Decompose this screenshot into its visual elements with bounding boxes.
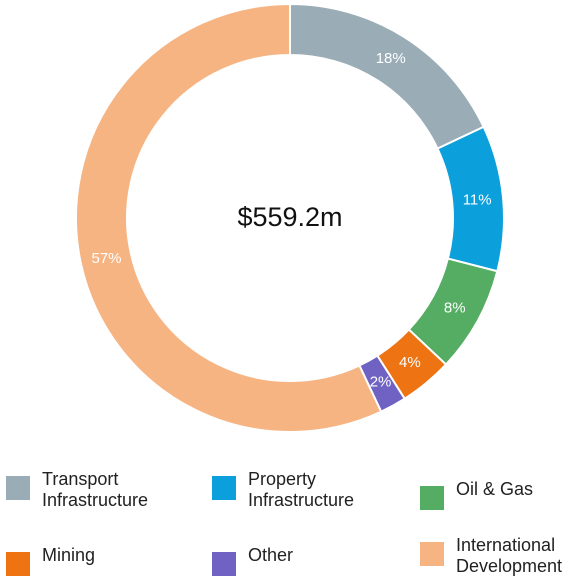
donut-slice <box>289 2 485 150</box>
legend-label: Other <box>248 545 294 565</box>
donut-chart: 18% 11% 8% 4% 2% 57% $559.2m <box>75 2 505 433</box>
legend-item-other: Other <box>212 545 293 576</box>
legend-item-mining: Mining <box>6 545 95 576</box>
legend-swatch <box>212 476 236 500</box>
legend-swatch <box>6 476 30 500</box>
slice-percent-label: 4% <box>399 354 421 371</box>
donut-slices <box>75 2 505 433</box>
donut-slice <box>75 2 383 433</box>
legend-swatch <box>212 552 236 576</box>
slice-labels: 18% 11% 8% 4% 2% 57% <box>92 50 492 390</box>
legend-label: Oil & Gas <box>456 479 534 499</box>
center-total-label: $559.2m <box>237 202 342 232</box>
chart-legend: Transport Infrastructure Property Infras… <box>0 455 580 579</box>
legend-swatch <box>420 486 444 510</box>
slice-percent-label: 11% <box>463 191 492 208</box>
legend-swatch <box>420 542 444 566</box>
slice-percent-label: 2% <box>370 374 392 391</box>
slice-percent-label: 18% <box>376 50 406 67</box>
legend-swatch <box>6 552 30 576</box>
slice-percent-label: 57% <box>92 250 122 267</box>
legend-label: Property Infrastructure <box>248 469 355 510</box>
legend-label: International Development <box>456 535 563 576</box>
legend-item-property-infrastructure: Property Infrastructure <box>212 469 354 511</box>
slice-percent-label: 8% <box>444 300 466 317</box>
legend-label: Mining <box>42 545 96 565</box>
legend-item-oil-gas: Oil & Gas <box>420 479 533 510</box>
legend-item-international-development: International Development <box>420 535 562 577</box>
legend-label: Transport Infrastructure <box>42 469 149 510</box>
legend-item-transport-infrastructure: Transport Infrastructure <box>6 469 148 511</box>
